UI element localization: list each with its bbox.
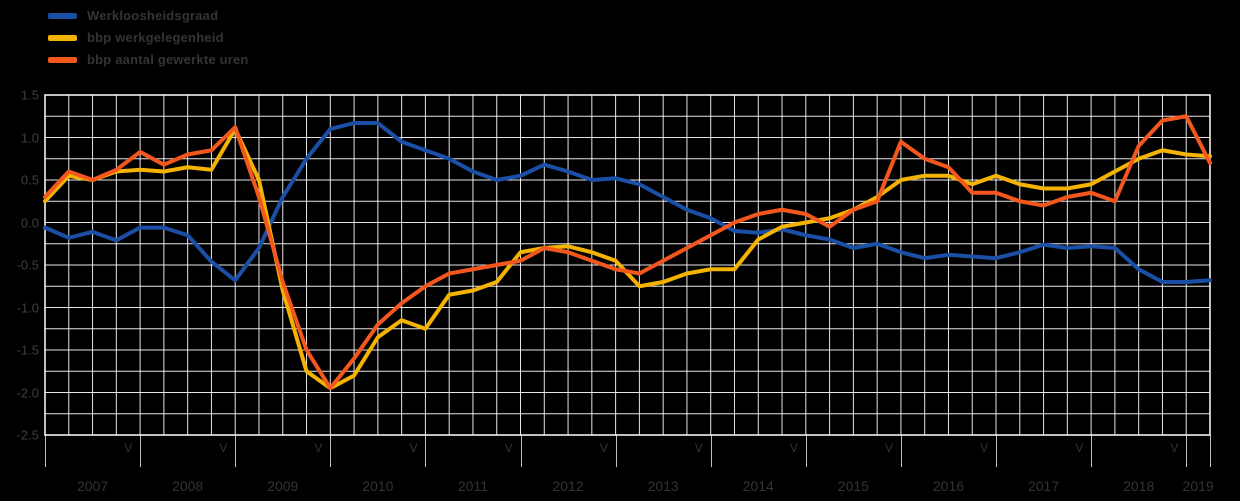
legend-label: bbp aantal gewerkte uren [87, 52, 249, 67]
year-separator [1210, 435, 1211, 467]
year-separator [45, 435, 46, 467]
x-axis-year-label: 2017 [1027, 478, 1060, 494]
legend: Werkloosheidsgraad bbp werkgelegenheid b… [48, 7, 249, 68]
year-separator [1091, 435, 1093, 467]
y-axis-tick-label: 1.5 [20, 87, 39, 103]
plot-border [44, 94, 1211, 436]
x-axis-year-label: 2008 [172, 478, 204, 494]
series-line-werkloosheidsgraad [43, 121, 1212, 284]
year-separator [520, 435, 522, 467]
x-axis-year-label: 2007 [76, 478, 109, 494]
y-axis-tick-label: -2.0 [16, 385, 39, 400]
y-axis-tick-label: -1.5 [16, 342, 39, 358]
year-separator [330, 435, 332, 467]
legend-label: Werkloosheidsgraad [87, 8, 219, 23]
series-line-bbp-werkgelegenheid [43, 127, 1212, 391]
x-axis-year-label: 2012 [552, 478, 584, 494]
y-axis-tick-label: 1.0 [20, 130, 39, 145]
year-separator [900, 435, 902, 467]
series-line-bbp-aantal-gewerkte-uren [43, 114, 1212, 391]
legend-swatch-orange [48, 56, 77, 63]
legend-label: bbp werkgelegenheid [87, 30, 224, 45]
quarter-mark: V [885, 441, 894, 455]
year-separator [710, 435, 712, 467]
quarter-mark: V [694, 441, 703, 455]
year-separator [996, 435, 998, 467]
y-axis-tick-label: -0.5 [16, 257, 39, 273]
y-axis-tick-label: -1.0 [16, 300, 39, 315]
quarter-mark: V [980, 441, 989, 455]
quarter-mark: V [599, 441, 608, 455]
legend-item-bbp-werkgelegenheid: bbp werkgelegenheid [48, 29, 249, 46]
x-axis-year-label: 2009 [267, 478, 299, 494]
x-axis-year-label: 2019 [1182, 478, 1214, 494]
x-axis-year-label: 2018 [1123, 478, 1155, 494]
x-axis-year-label: 2016 [932, 478, 965, 494]
x-axis-year-label: 2014 [742, 478, 774, 494]
x-axis-year-label: 2015 [837, 478, 869, 494]
year-separator [615, 435, 617, 467]
legend-item-werkloosheidsgraad: Werkloosheidsgraad [48, 7, 249, 24]
x-axis-year-label: 2013 [647, 478, 679, 494]
legend-swatch-yellow [48, 34, 77, 41]
quarter-mark: V [219, 441, 228, 455]
quarter-mark: V [1170, 441, 1179, 455]
year-separator [235, 435, 237, 467]
legend-item-bbp-aantal-gewerkte-uren: bbp aantal gewerkte uren [48, 51, 249, 68]
year-separator [140, 435, 142, 467]
y-axis-tick-label: 0.5 [20, 172, 39, 188]
quarter-mark: V [504, 441, 513, 455]
y-axis-tick-label: 0.0 [20, 215, 39, 230]
x-axis-year-label: 2010 [362, 478, 394, 494]
quarter-mark: V [124, 441, 133, 455]
legend-swatch-blue [48, 12, 77, 19]
x-axis-year-label: 2011 [457, 478, 489, 494]
year-separator [805, 435, 807, 467]
quarter-mark: V [409, 441, 418, 455]
y-axis-tick-label: -2.5 [16, 427, 39, 443]
quarter-mark: V [1075, 441, 1084, 455]
year-separator [1186, 435, 1188, 467]
quarter-mark: V [789, 441, 798, 455]
quarter-mark: V [314, 441, 323, 455]
year-separator [425, 435, 427, 467]
